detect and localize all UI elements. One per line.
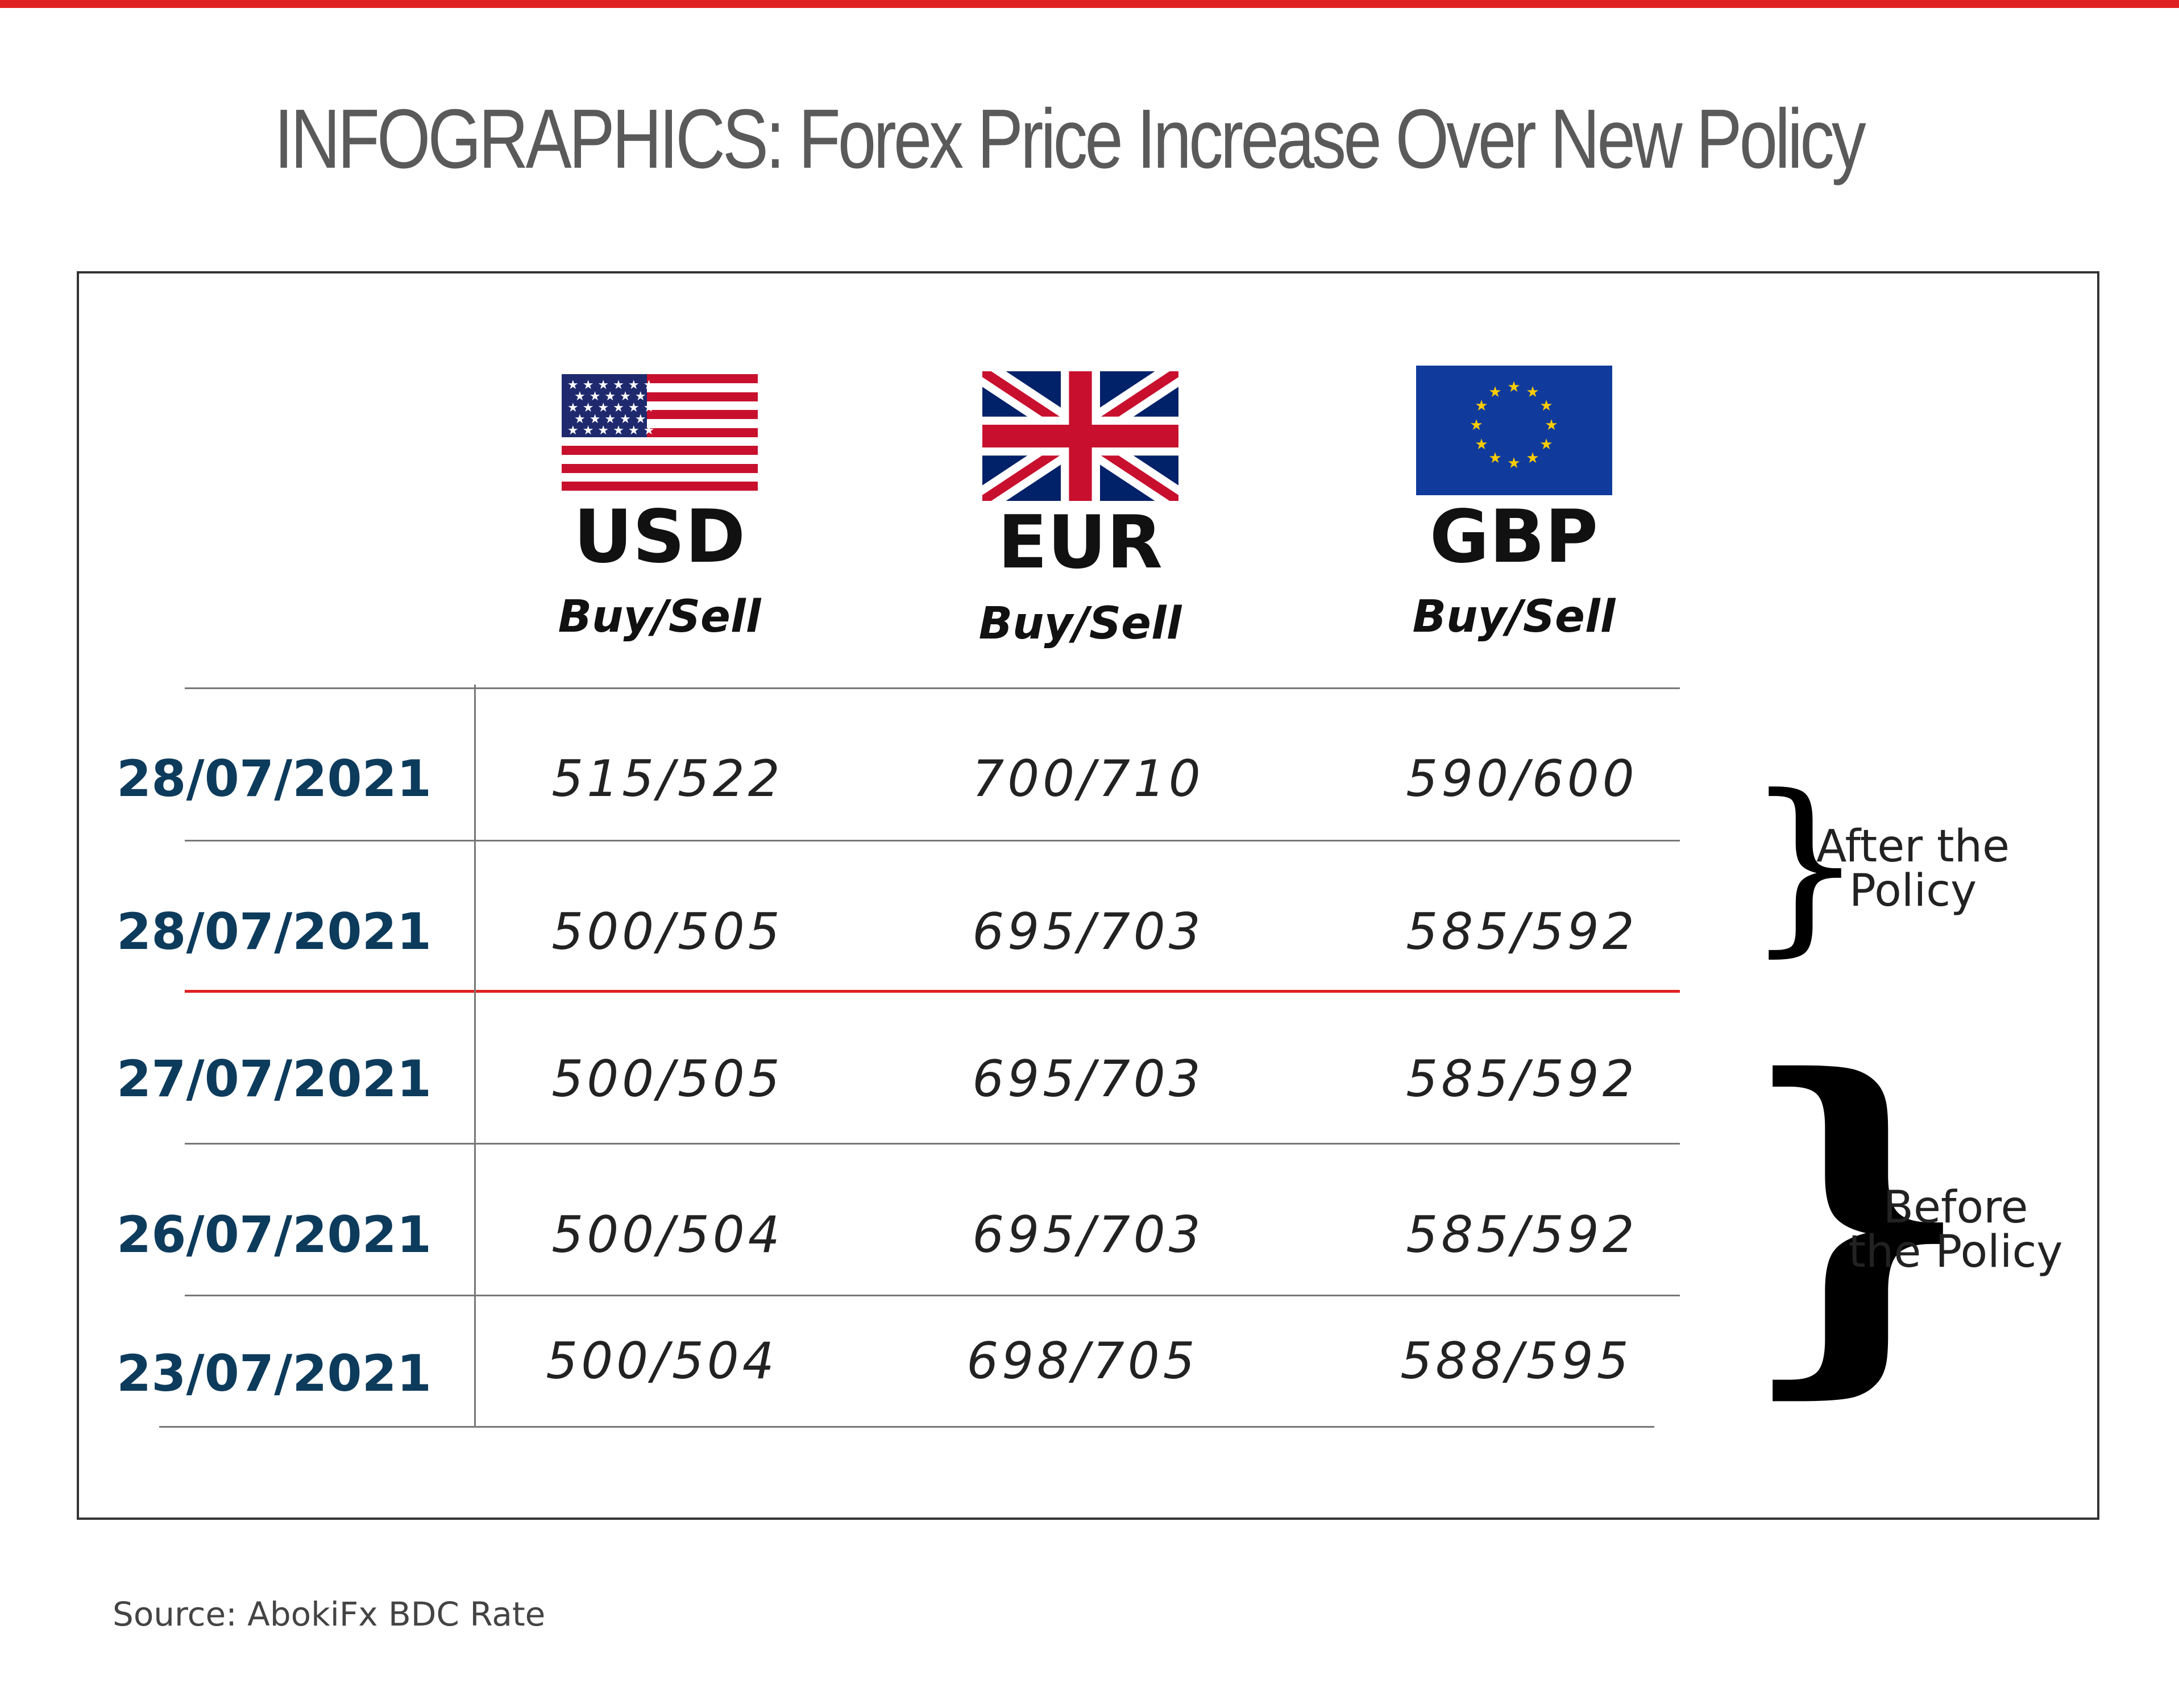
svg-text:★: ★: [1488, 384, 1501, 401]
svg-text:★: ★: [1507, 455, 1520, 472]
svg-text:★: ★: [1539, 397, 1553, 414]
row-date: 26/07/2021: [117, 1205, 432, 1264]
eur-rate: 695/703: [972, 1050, 1204, 1108]
svg-text:★ ★ ★ ★ ★: ★ ★ ★ ★ ★: [574, 389, 646, 404]
table-bottom-line: [159, 1426, 1654, 1428]
svg-text:★: ★: [1526, 450, 1539, 467]
row-divider: [185, 840, 1680, 841]
usd-rate: 500/504: [546, 1332, 778, 1390]
us-flag-icon: ★ ★ ★ ★ ★ ★ ★ ★ ★ ★ ★ ★ ★ ★ ★ ★ ★ ★ ★ ★ …: [562, 374, 758, 491]
usd-rate: 515/522: [551, 749, 783, 808]
eur-rate: 695/703: [972, 902, 1204, 961]
row-date: 27/07/2021: [117, 1050, 432, 1108]
policy-divider: [185, 990, 1680, 993]
svg-text:★: ★: [1475, 397, 1488, 414]
usd-rate: 500/505: [551, 902, 783, 961]
eur-buy-sell-label: Buy/Sell: [978, 598, 1182, 649]
svg-text:★: ★: [1475, 436, 1488, 453]
svg-text:★ ★ ★ ★ ★ ★: ★ ★ ★ ★ ★ ★: [567, 378, 654, 392]
row-divider: [185, 1295, 1680, 1296]
eur-rate: 700/710: [972, 749, 1204, 808]
usd-rate: 500/505: [551, 1050, 783, 1108]
svg-text:★: ★: [1526, 384, 1539, 401]
note-line: Before: [1883, 1182, 2028, 1233]
table-frame: [77, 271, 2099, 1520]
after-policy-brace: }: [1745, 755, 1865, 973]
row-date: 28/07/2021: [117, 902, 432, 961]
uk-flag-icon: [982, 371, 1178, 501]
gbp-rate: 590/600: [1406, 749, 1638, 808]
row-date: 28/07/2021: [117, 749, 432, 808]
svg-text:★: ★: [1470, 417, 1483, 434]
usd-buy-sell-label: Buy/Sell: [558, 591, 761, 642]
gbp-rate: 585/592: [1406, 902, 1638, 961]
note-line: After the: [1816, 821, 2010, 872]
gbp-rate: 585/592: [1406, 1050, 1638, 1108]
eur-rate: 695/703: [972, 1205, 1204, 1264]
svg-text:★: ★: [1507, 379, 1520, 396]
eur-rate: 698/705: [966, 1332, 1198, 1390]
before-policy-brace: }: [1740, 1000, 1974, 1428]
gbp-column-header: GBP: [1429, 495, 1599, 579]
svg-text:★ ★ ★ ★ ★: ★ ★ ★ ★ ★: [574, 412, 646, 426]
row-date: 23/07/2021: [117, 1344, 432, 1403]
column-divider: [474, 685, 476, 1427]
after-policy-note: After the Policy: [1808, 824, 2018, 913]
usd-rate: 500/504: [551, 1205, 783, 1264]
gbp-rate: 585/592: [1406, 1205, 1638, 1264]
source-caption: Source: AbokiFx BDC Rate: [113, 1595, 546, 1634]
svg-text:★ ★ ★ ★ ★ ★: ★ ★ ★ ★ ★ ★: [567, 424, 654, 438]
svg-text:★: ★: [1488, 450, 1501, 467]
row-divider: [185, 1143, 1680, 1145]
svg-text:★: ★: [1539, 436, 1553, 453]
eur-column-header: EUR: [998, 500, 1163, 585]
row-divider: [185, 687, 1680, 689]
before-policy-note: Before the Policy: [1842, 1185, 2069, 1274]
gbp-buy-sell-label: Buy/Sell: [1412, 591, 1616, 642]
usd-column-header: USD: [573, 495, 746, 579]
svg-text:★ ★ ★ ★ ★ ★: ★ ★ ★ ★ ★ ★: [567, 401, 654, 415]
note-line: Policy: [1849, 865, 1977, 917]
gbp-rate: 588/595: [1400, 1332, 1632, 1390]
eu-flag-icon: ★ ★ ★ ★ ★ ★ ★ ★ ★ ★ ★ ★: [1416, 366, 1612, 495]
top-accent-bar: [0, 0, 2179, 8]
note-line: the Policy: [1848, 1226, 2063, 1278]
svg-text:★: ★: [1545, 417, 1558, 434]
page-title: INFOGRAPHICS: Forex Price Increase Over …: [274, 92, 1866, 186]
